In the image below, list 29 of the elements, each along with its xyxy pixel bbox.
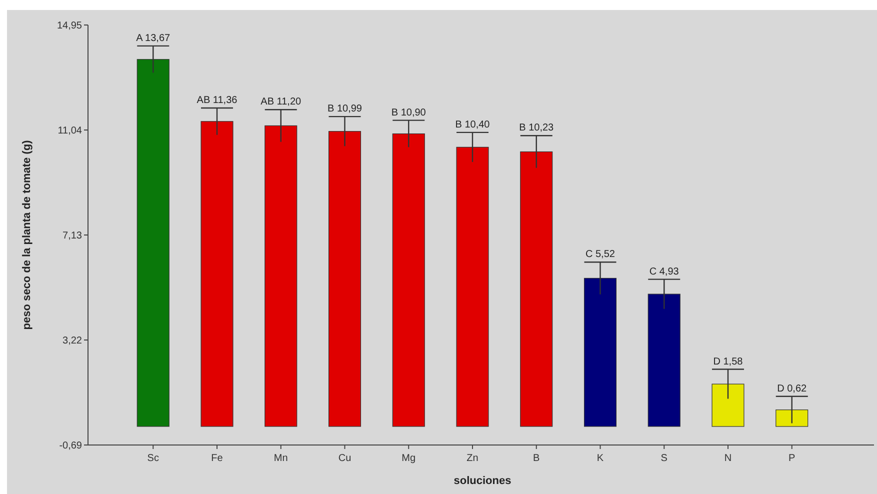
x-tick-label: Mn bbox=[274, 453, 288, 464]
x-tick-label: Fe bbox=[211, 453, 224, 464]
data-label: AB 11,20 bbox=[260, 96, 302, 108]
y-tick-label: -0,69 bbox=[59, 440, 82, 452]
data-label: D 1,58 bbox=[713, 356, 744, 368]
y-axis-title: peso seco de la planta de tomate (g) bbox=[21, 140, 33, 330]
y-tick-label: 3,22 bbox=[62, 336, 82, 346]
data-label: B 10,23 bbox=[519, 122, 554, 134]
y-tick-label: 11,04 bbox=[58, 126, 82, 136]
x-tick-label: B bbox=[533, 453, 540, 464]
x-tick-label: N bbox=[724, 453, 732, 464]
x-axis-title: soluciones bbox=[454, 475, 512, 487]
y-tick-label: 7,13 bbox=[62, 230, 82, 242]
x-tick-label: Mg bbox=[402, 453, 416, 464]
x-tick-label: Sc bbox=[147, 453, 159, 464]
y-tick-label: 14,95 bbox=[56, 20, 82, 32]
data-label: AB 11,36 bbox=[196, 94, 238, 106]
x-tick-label: P bbox=[788, 453, 796, 464]
data-label: C 5,52 bbox=[586, 249, 616, 260]
x-tick-label: S bbox=[660, 453, 668, 464]
data-label: C 4,93 bbox=[649, 266, 680, 278]
x-tick-label: K bbox=[596, 453, 604, 464]
data-label: B 10,90 bbox=[391, 107, 426, 118]
data-label: B 10,40 bbox=[455, 119, 490, 130]
x-tick-label: Cu bbox=[338, 453, 352, 464]
data-label: D 0,62 bbox=[777, 383, 808, 394]
data-label: B 10,99 bbox=[328, 104, 362, 115]
x-tick-label: Zn bbox=[466, 453, 478, 464]
data-label: A 13,67 bbox=[136, 32, 171, 44]
